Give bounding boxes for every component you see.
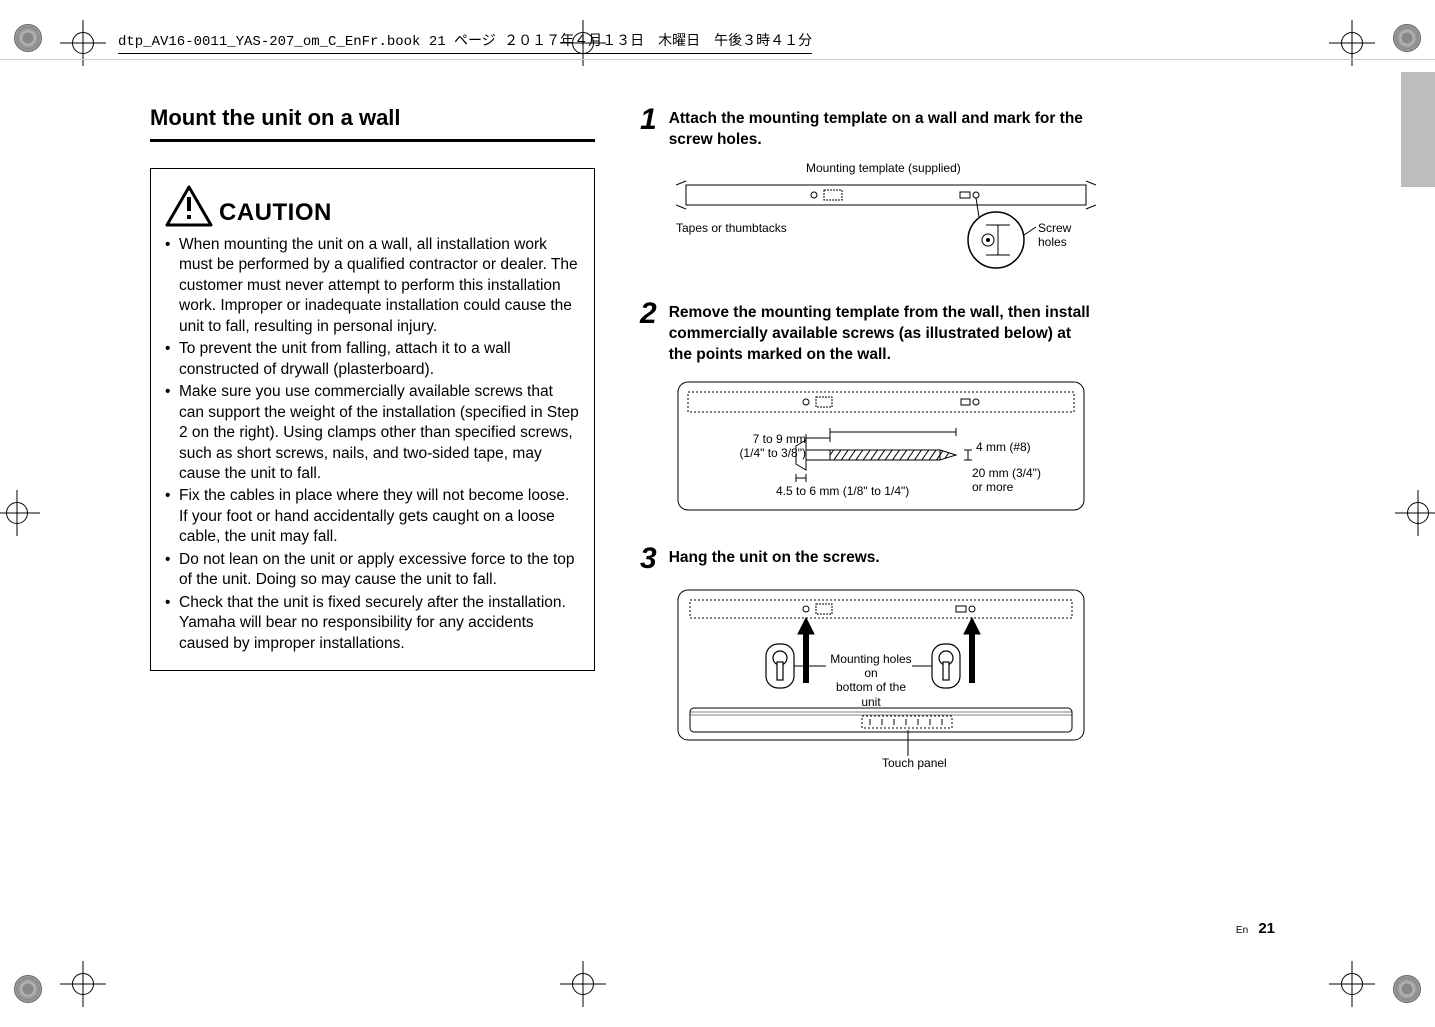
step-number: 1 [640,105,657,151]
page-language: En [1236,925,1248,936]
label-text: bottom of the unit [836,680,906,708]
fig-label-dim2: 4 mm (#8) [976,440,1031,454]
caution-bullet: Check that the unit is fixed securely af… [165,593,580,654]
figure-hang-unit: Mounting holes on bottom of the unit Tou… [676,588,1090,778]
section-heading: Mount the unit on a wall [150,105,595,131]
fig-label-screw-holes: Screw holes [1038,221,1090,249]
left-column: Mount the unit on a wall CAUTION When mo… [150,105,595,671]
fig-label-dim1: 7 to 9 mm (1/4" to 3/8") [736,432,806,460]
fig-label-tapes: Tapes or thumbtacks [676,221,787,235]
page-content: Mount the unit on a wall CAUTION When mo… [150,105,1110,925]
mounting-template-diagram-icon [676,165,1096,275]
step-text: Attach the mounting template on a wall a… [669,105,1090,151]
dim-text: 7 to 9 mm [753,432,806,446]
caution-bullet: Do not lean on the unit or apply excessi… [165,550,580,591]
fig-label-mounting-holes: Mounting holes on bottom of the unit [826,652,916,710]
step-text: Hang the unit on the screws. [669,544,880,574]
caution-label: CAUTION [219,199,332,227]
source-file-path: dtp_AV16-0011_YAS-207_om_C_EnFr.book 21 … [118,30,812,54]
warning-triangle-icon [165,185,213,227]
reg-mark-icon [1393,24,1421,52]
caution-header: CAUTION [165,185,580,227]
crosshair-icon [1329,961,1375,1007]
step-3: 3 Hang the unit on the screws. [640,544,1090,574]
header-rule [0,59,1435,60]
right-column: 1 Attach the mounting template on a wall… [640,105,1090,802]
step-number: 3 [640,544,657,574]
step-2: 2 Remove the mounting template from the … [640,299,1090,366]
fig-label-touch-panel: Touch panel [882,756,947,770]
label-text: Mounting holes on [830,652,911,680]
fig-label-template: Mounting template (supplied) [806,161,961,175]
caution-bullet: Fix the cables in place where they will … [165,486,580,547]
dim-text: or more [972,480,1013,494]
reg-mark-icon [1393,975,1421,1003]
crosshair-icon [560,961,606,1007]
reg-mark-icon [14,24,42,52]
crosshair-icon [1395,490,1435,536]
figure-screw-spec: 7 to 9 mm (1/4" to 3/8") 4 mm (#8) 20 mm… [676,380,1090,520]
crosshair-icon [60,961,106,1007]
caution-bullet: When mounting the unit on a wall, all in… [165,235,580,337]
page-number: En 21 [1236,920,1275,937]
caution-bullet-list: When mounting the unit on a wall, all in… [165,235,580,654]
step-number: 2 [640,299,657,366]
page-edge-tab [1401,72,1435,187]
fig-label-dim4: 4.5 to 6 mm (1/8" to 1/4") [776,484,909,498]
reg-mark-icon [14,975,42,1003]
dim-text: 20 mm (3/4") [972,466,1041,480]
heading-rule [150,139,595,142]
step-text: Remove the mounting template from the wa… [669,299,1090,366]
dim-text: (1/4" to 3/8") [739,446,806,460]
page-number-value: 21 [1258,920,1275,937]
figure-mounting-template: Mounting template (supplied) [676,165,1090,275]
fig-label-dim3: 20 mm (3/4") or more [972,466,1041,494]
crosshair-icon [0,490,40,536]
caution-bullet: To prevent the unit from falling, attach… [165,339,580,380]
step-1: 1 Attach the mounting template on a wall… [640,105,1090,151]
caution-bullet: Make sure you use commercially available… [165,382,580,484]
caution-box: CAUTION When mounting the unit on a wall… [150,168,595,671]
